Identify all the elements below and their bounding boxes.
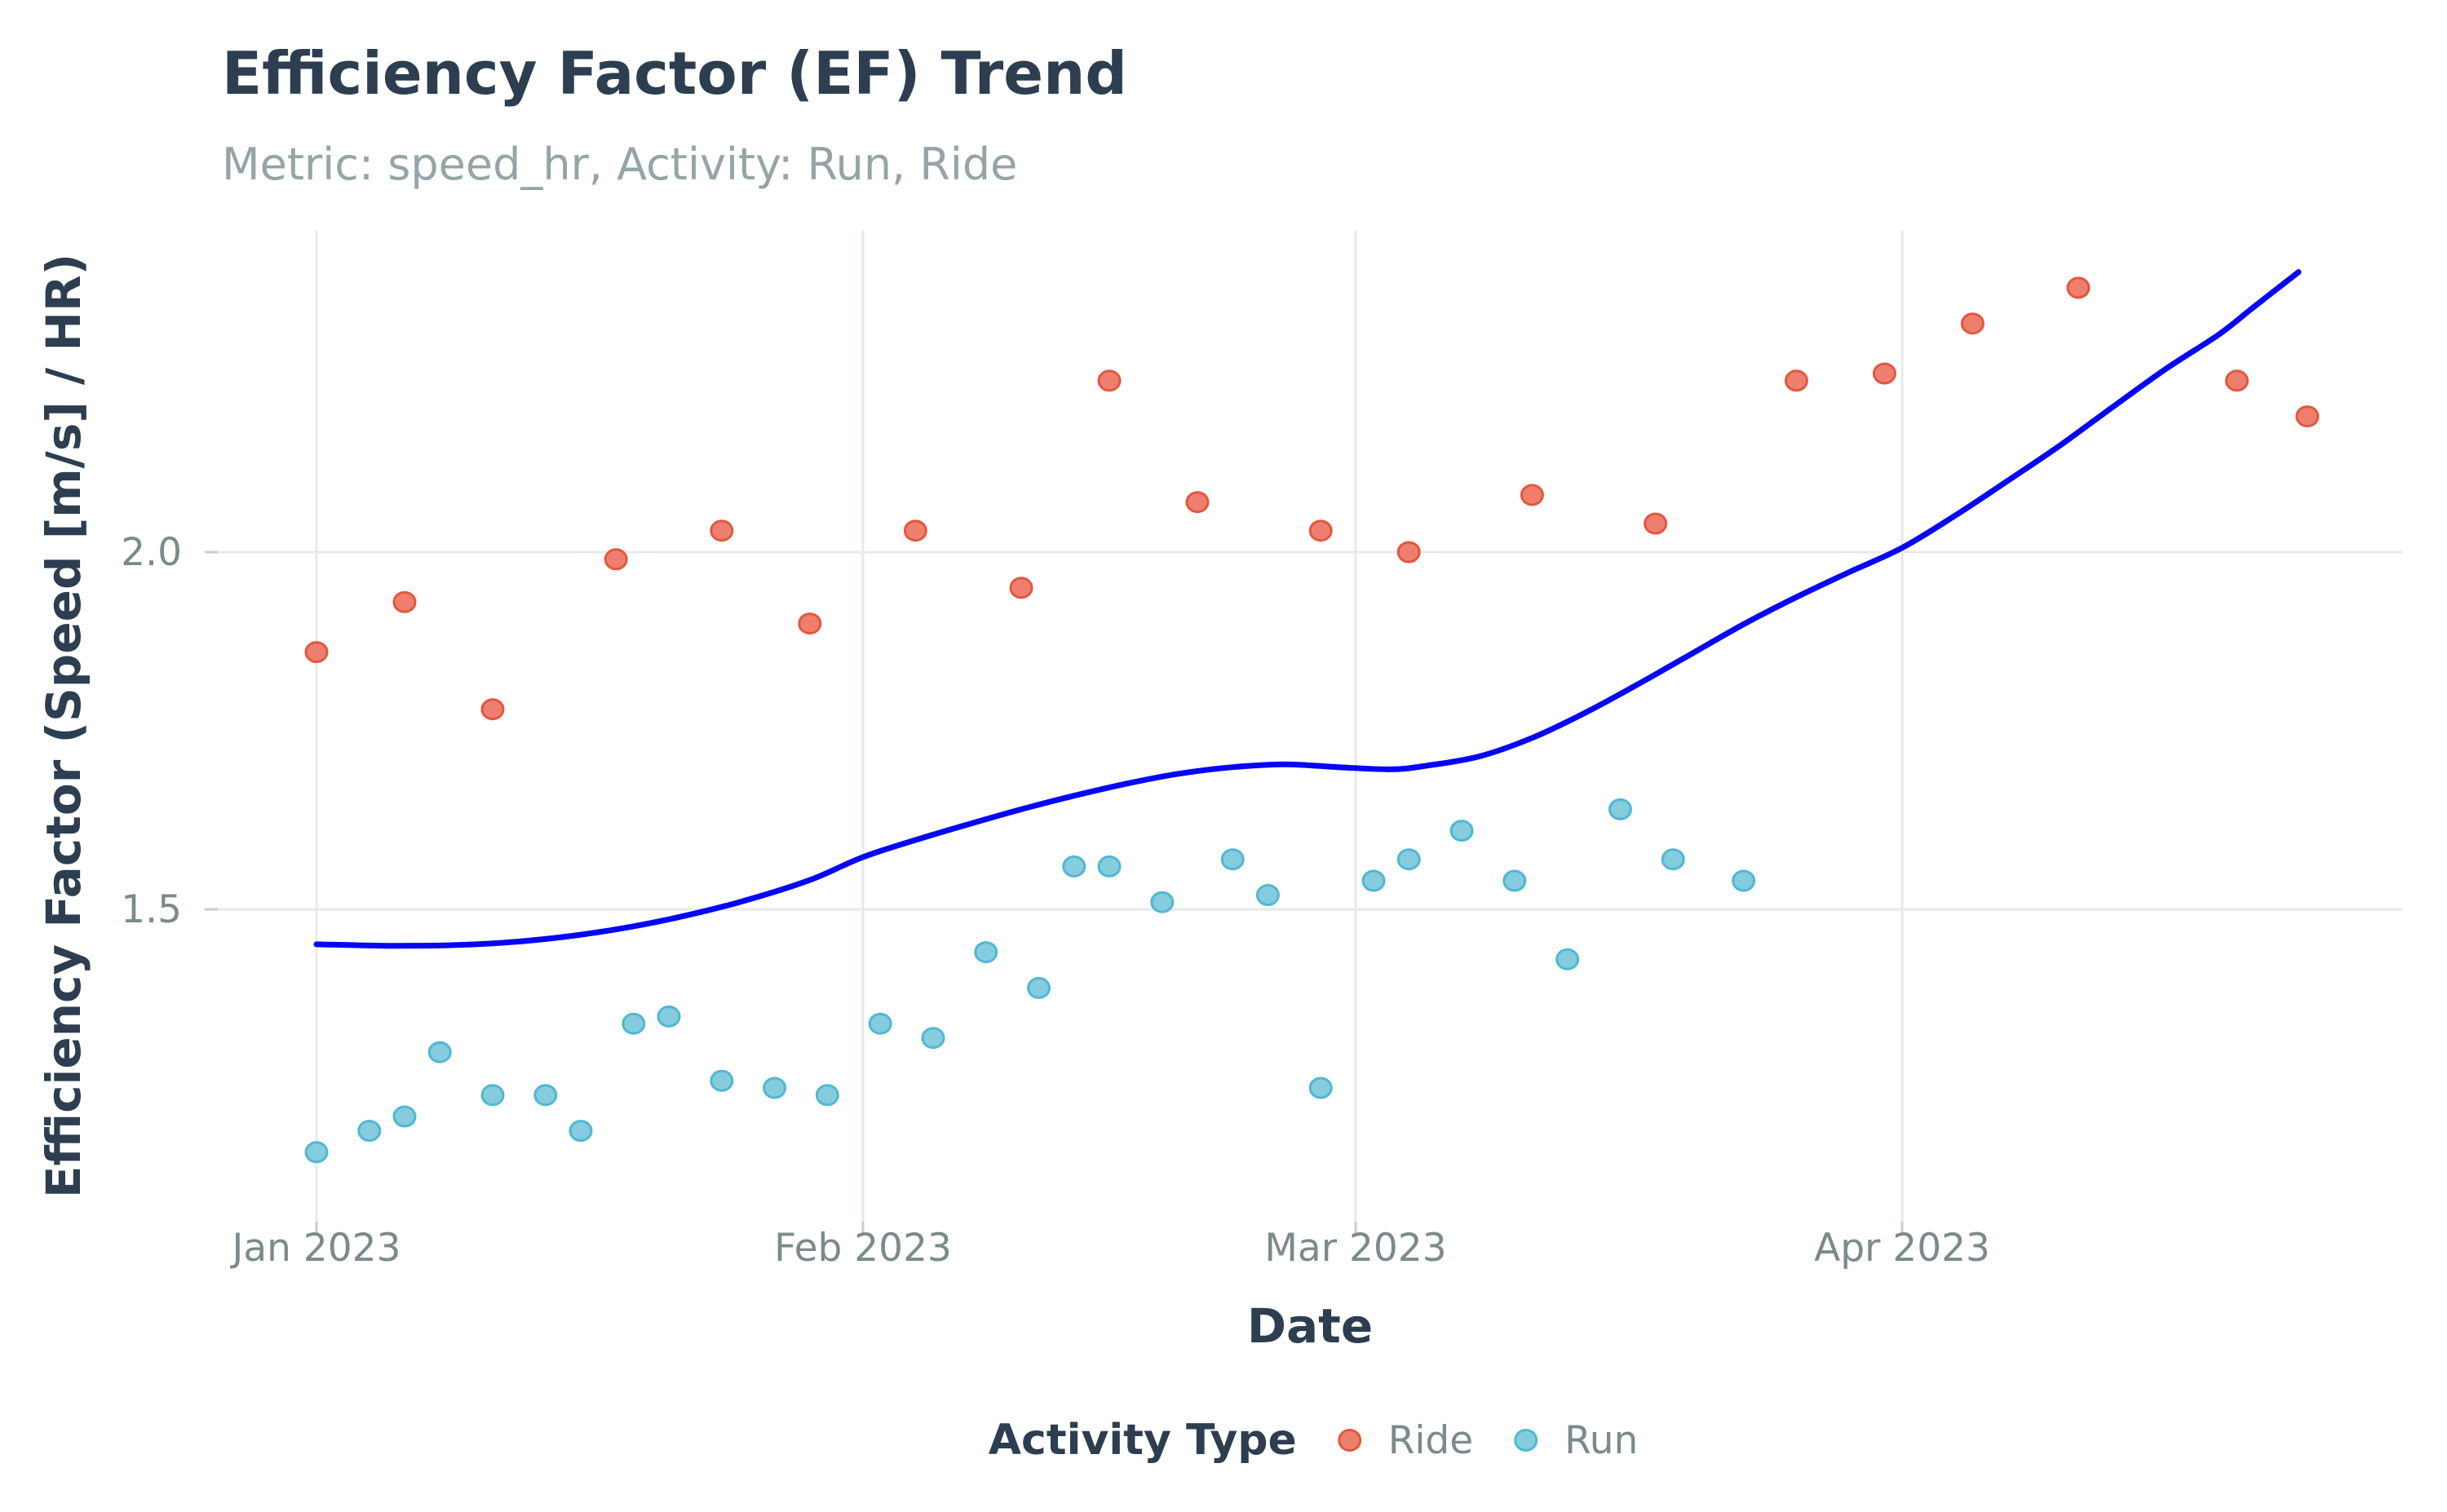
scatter-point-run — [357, 1120, 382, 1143]
scatter-point-run — [1449, 820, 1474, 842]
scatter-point-run — [1097, 855, 1122, 878]
legend: Activity Type Ride Run — [989, 1416, 1639, 1465]
scatter-point-run — [1555, 948, 1580, 970]
scatter-point-ride — [1520, 484, 1544, 506]
scatter-point-ride — [304, 641, 329, 664]
scatter-point-ride — [480, 698, 505, 721]
x-tick-label: Mar 2023 — [1264, 1226, 1446, 1271]
legend-item-label-run: Run — [1564, 1417, 1639, 1463]
scatter-point-run — [480, 1084, 505, 1107]
scatter-point-run — [974, 941, 998, 964]
scatter-point-run — [763, 1077, 787, 1099]
scatter-point-ride — [2224, 369, 2249, 392]
x-axis-title: Date — [1246, 1298, 1374, 1354]
scatter-point-run — [533, 1084, 558, 1107]
scatter-point-ride — [1009, 577, 1033, 599]
scatter-point-run — [304, 1141, 329, 1164]
trend-line — [313, 269, 2302, 949]
scatter-point-ride — [798, 612, 822, 635]
scatter-point-run — [1396, 848, 1421, 871]
scatter-point-ride — [392, 590, 417, 613]
scatter-point-run — [569, 1120, 593, 1143]
x-tick-label: Feb 2023 — [774, 1226, 952, 1271]
x-tick-label: Apr 2023 — [1814, 1226, 1990, 1271]
legend-title: Activity Type — [988, 1416, 1297, 1465]
legend-item-run: Run — [1512, 1418, 1638, 1463]
scatter-point-run — [1255, 884, 1280, 906]
scatter-point-ride — [2066, 276, 2091, 299]
scatter-point-ride — [1872, 362, 1896, 385]
scatter-point-ride — [1396, 541, 1421, 564]
scatter-point-run — [1062, 855, 1086, 878]
y-axis-title: Efficiency Factor (Speed [m/s] / HR) — [36, 253, 91, 1199]
scatter-point-ride — [710, 519, 734, 542]
scatter-point-run — [1361, 869, 1386, 892]
scatter-point-ride — [604, 548, 628, 571]
scatter-point-run — [710, 1069, 734, 1092]
scatter-point-ride — [1644, 512, 1668, 535]
scatter-point-run — [1608, 798, 1632, 820]
scatter-point-run — [921, 1027, 945, 1050]
scatter-point-ride — [1784, 369, 1808, 392]
run-dot-icon — [1514, 1429, 1538, 1452]
scatter-point-ride — [1960, 312, 1985, 335]
scatter-point-run — [427, 1041, 452, 1063]
scatter-point-run — [1150, 891, 1175, 913]
scatter-point-ride — [2295, 405, 2320, 428]
legend-item-ride: Ride — [1336, 1418, 1473, 1463]
scatter-point-ride — [1097, 369, 1122, 392]
scatter-point-run — [815, 1084, 839, 1107]
legend-item-label-ride: Ride — [1387, 1417, 1474, 1463]
scatter-point-run — [1308, 1077, 1333, 1099]
scatter-point-ride — [1308, 519, 1333, 542]
chart-title: Efficiency Factor (EF) Trend — [222, 39, 1127, 108]
x-tick-label: Jan 2023 — [229, 1226, 400, 1271]
scatter-point-run — [1661, 848, 1685, 871]
scatter-point-ride — [903, 519, 927, 542]
scatter-point-run — [1732, 869, 1756, 892]
scatter-point-run — [622, 1012, 646, 1035]
scatter-point-run — [392, 1105, 417, 1128]
ride-dot-icon — [1338, 1429, 1362, 1452]
scatter-point-run — [1027, 976, 1051, 999]
scatter-point-run — [657, 1005, 681, 1028]
y-tick-label: 1.5 — [121, 887, 182, 932]
y-tick-label: 2.0 — [121, 530, 182, 575]
scatter-point-ride — [1185, 491, 1210, 514]
scatter-point-run — [1220, 848, 1245, 871]
chart-subtitle: Metric: speed_hr, Activity: Run, Ride — [222, 139, 1018, 190]
scatter-point-run — [1502, 869, 1527, 892]
scatter-point-run — [868, 1012, 892, 1035]
